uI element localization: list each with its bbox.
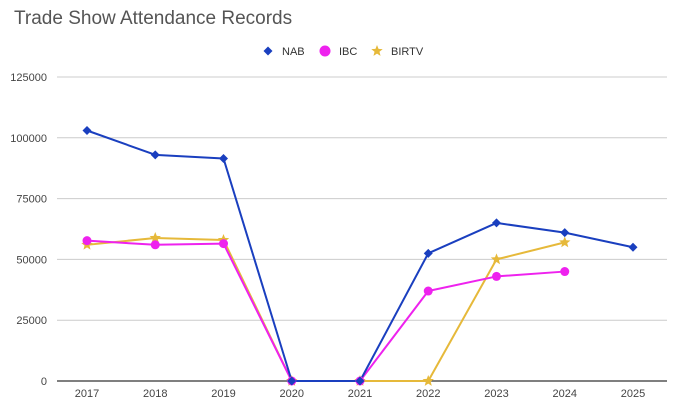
data-point-ibc [423,286,433,296]
x-axis-ticks: 2017 2018 2019 2020 2021 2022 2023 2024 2025 [75,388,645,400]
series-line-nab [86,129,634,382]
data-point-ibc [560,267,570,277]
y-tick-label: 125000 [10,72,47,84]
y-tick-label: 100000 [10,133,47,145]
series-markers [81,126,638,386]
legend-marker-ibc [319,45,331,57]
legend-label-birtv: BIRTV [391,46,424,58]
data-point-nab [82,126,92,136]
data-point-nab [628,242,638,252]
x-tick-label: 2023 [484,388,508,400]
data-point-birtv [422,375,434,386]
data-point-nab [219,153,228,163]
x-tick-label: 2021 [348,388,372,400]
data-point-nab [355,376,365,386]
legend-label-ibc: IBC [339,46,357,58]
data-point-birtv [490,253,503,265]
x-tick-label: 2024 [553,388,577,400]
data-point-nab [150,150,160,160]
legend: NAB IBC BIRTV [263,45,424,58]
series-line-ibc [86,239,565,382]
y-tick-label: 75000 [16,194,47,206]
data-point-birtv [149,232,161,243]
gridlines [57,76,667,382]
data-point-ibc [219,239,228,249]
x-tick-label: 2019 [211,388,235,400]
x-tick-label: 2022 [416,388,440,400]
x-tick-label: 2020 [280,388,304,400]
chart-title: Trade Show Attendance Records [14,8,293,29]
data-point-birtv [559,236,571,248]
data-point-ibc [150,240,160,250]
y-tick-label: 0 [41,376,47,388]
x-tick-label: 2025 [621,388,645,400]
series-lines [86,129,634,382]
legend-label-nab: NAB [282,46,305,58]
y-axis-ticks: 0 25000 50000 75000 100000 125000 [10,72,47,388]
y-tick-label: 25000 [16,315,47,327]
x-tick-label: 2018 [143,388,167,400]
data-point-nab [560,228,570,238]
legend-marker-nab [263,46,273,56]
data-point-nab [492,218,501,228]
data-point-ibc [492,271,501,281]
data-point-nab [423,248,433,258]
legend-marker-birtv [371,45,383,56]
y-tick-label: 50000 [16,254,47,266]
data-point-ibc [82,236,92,246]
x-tick-label: 2017 [75,388,99,400]
data-point-nab [287,376,297,386]
